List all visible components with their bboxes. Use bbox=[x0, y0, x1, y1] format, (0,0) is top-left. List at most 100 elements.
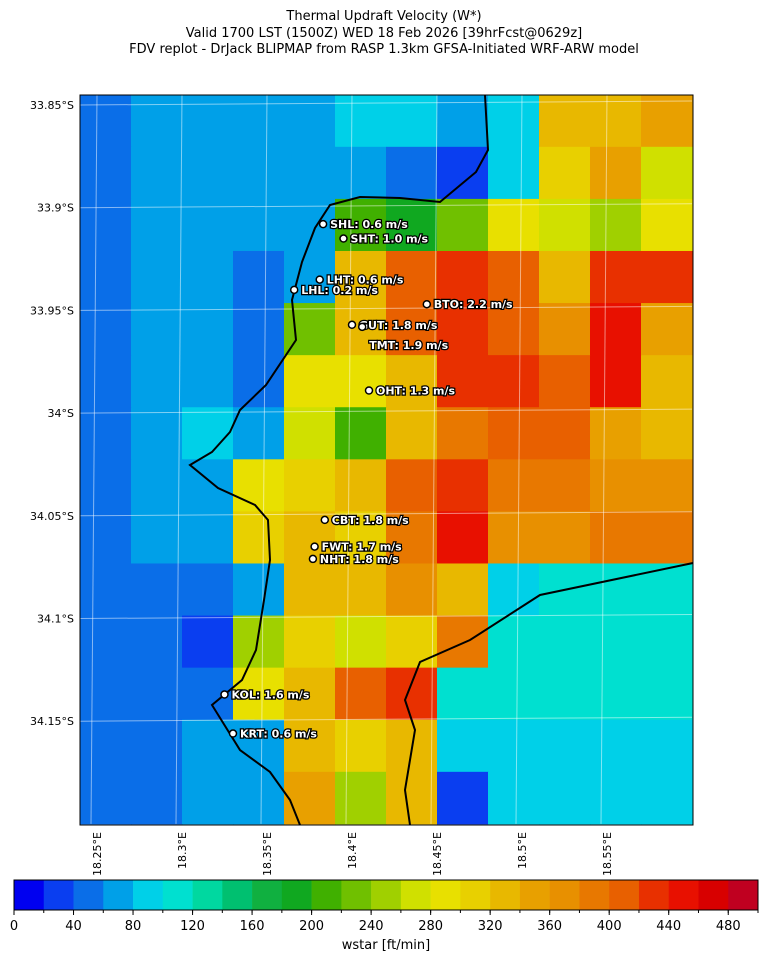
cell bbox=[182, 771, 234, 825]
cell bbox=[131, 563, 183, 617]
cell bbox=[539, 615, 591, 669]
cell bbox=[131, 355, 183, 408]
cell bbox=[539, 355, 591, 408]
cell bbox=[233, 615, 285, 669]
colorbar-tick-label: 40 bbox=[65, 919, 82, 934]
grid-line bbox=[175, 94, 183, 824]
cell bbox=[80, 615, 132, 669]
cell bbox=[488, 250, 540, 304]
cell bbox=[386, 146, 438, 200]
lon-tick-label: 18.25°E bbox=[91, 832, 104, 876]
colorbar-bin bbox=[371, 880, 402, 910]
cell bbox=[488, 146, 540, 200]
lon-tick-label: 18.4°E bbox=[346, 832, 359, 869]
map-frame bbox=[79, 94, 694, 826]
cell bbox=[335, 355, 387, 408]
cell bbox=[182, 303, 234, 356]
station-label: LHT: 0.6 m/s bbox=[327, 274, 404, 287]
cell bbox=[590, 146, 642, 200]
colorbar-bin bbox=[14, 880, 45, 910]
lat-tick-label: 34.15°S bbox=[30, 715, 74, 728]
cell bbox=[233, 459, 285, 512]
colorbar-tick-label: 400 bbox=[597, 919, 622, 934]
cell bbox=[641, 719, 693, 773]
cell bbox=[641, 250, 693, 304]
cell bbox=[488, 94, 540, 148]
cell bbox=[539, 94, 591, 148]
station bbox=[422, 299, 432, 309]
colorbar-bin bbox=[252, 880, 283, 910]
cell bbox=[488, 667, 540, 721]
colorbar-bin bbox=[192, 880, 223, 910]
lon-tick-label: 18.3°E bbox=[176, 832, 189, 869]
colorbar-bin bbox=[103, 880, 134, 910]
cell bbox=[131, 303, 183, 356]
colorbar-label: wstar [ft/min] bbox=[342, 938, 430, 953]
station bbox=[220, 690, 229, 699]
cell bbox=[335, 615, 387, 669]
colorbar-bin bbox=[728, 880, 759, 910]
cell bbox=[488, 615, 540, 669]
cell bbox=[131, 511, 183, 564]
cell bbox=[437, 303, 489, 356]
cell bbox=[539, 198, 591, 252]
cell bbox=[590, 355, 642, 408]
cell bbox=[335, 146, 387, 200]
colorbar-bin bbox=[698, 880, 729, 910]
axes: 33.85°S 33.9°S 33.95°S 34°S 34.05°S 34.1°S 34.… bbox=[30, 99, 614, 876]
cell bbox=[80, 667, 132, 721]
cell bbox=[335, 511, 387, 564]
cell bbox=[386, 459, 438, 512]
cell bbox=[437, 250, 489, 304]
cell bbox=[182, 250, 234, 304]
colorbar-tick-label: 360 bbox=[537, 919, 562, 934]
lat-tick-label: 34.1°S bbox=[37, 613, 74, 626]
station-label: BTO: 2.2 m/s bbox=[434, 298, 513, 311]
cell bbox=[539, 303, 591, 356]
cell bbox=[233, 355, 285, 408]
cell bbox=[80, 771, 132, 825]
cell bbox=[590, 615, 642, 669]
cell bbox=[488, 563, 540, 617]
colorbar-tick-label: 200 bbox=[299, 919, 324, 934]
cell bbox=[233, 563, 285, 617]
cell bbox=[284, 719, 336, 773]
cell bbox=[131, 667, 183, 721]
colorbar-tick-label: 0 bbox=[10, 919, 18, 934]
cell bbox=[335, 719, 387, 773]
station-label: GUT: 1.8 m/s bbox=[359, 319, 438, 332]
colorbar-bin bbox=[549, 880, 580, 910]
cell bbox=[233, 94, 285, 148]
cell bbox=[233, 667, 285, 721]
cell bbox=[386, 198, 438, 252]
station bbox=[318, 219, 328, 229]
cell bbox=[488, 407, 540, 460]
cell bbox=[131, 459, 183, 512]
lat-tick-label: 34°S bbox=[48, 407, 74, 420]
station bbox=[339, 234, 348, 243]
cell bbox=[80, 511, 132, 564]
cell bbox=[233, 146, 285, 200]
colorbar-tick-label: 240 bbox=[359, 919, 384, 934]
cell bbox=[539, 511, 591, 564]
station bbox=[289, 285, 299, 295]
cell bbox=[437, 198, 489, 252]
cell bbox=[590, 511, 642, 564]
cell bbox=[641, 146, 693, 200]
cell bbox=[488, 771, 540, 825]
colorbar-bin bbox=[519, 880, 550, 910]
cell bbox=[590, 407, 642, 460]
station bbox=[347, 320, 357, 330]
grid-line bbox=[600, 94, 608, 824]
cell bbox=[641, 667, 693, 721]
title: Thermal Updraft Velocity (W*) bbox=[285, 9, 481, 24]
cell bbox=[284, 459, 336, 512]
station-label: KOL: 1.6 m/s bbox=[232, 688, 310, 701]
cell bbox=[386, 303, 438, 356]
cell bbox=[284, 94, 336, 148]
cell bbox=[641, 407, 693, 460]
grid-line bbox=[515, 94, 523, 824]
station-label: CBT: 1.8 m/s bbox=[332, 514, 409, 527]
cell bbox=[539, 667, 591, 721]
station bbox=[320, 515, 330, 525]
